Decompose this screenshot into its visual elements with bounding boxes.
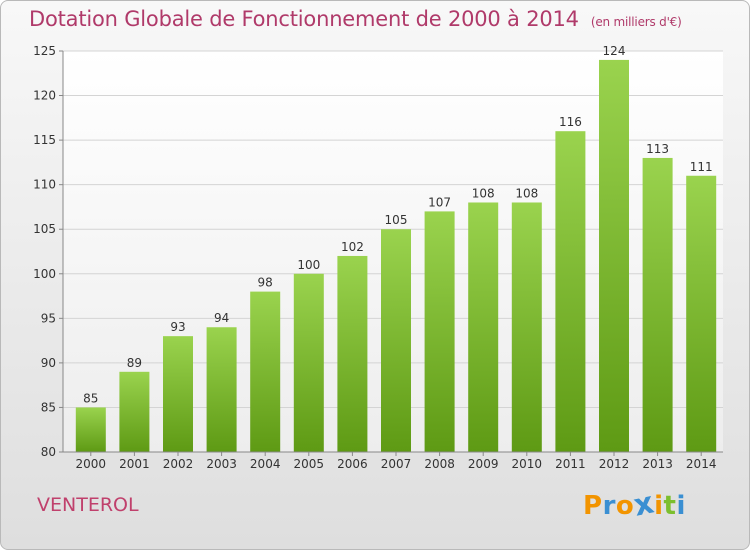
chart-subtitle: (en milliers d'€) [590,15,682,29]
x-tick-label-2002: 2002 [163,457,194,471]
x-tick-label-2010: 2010 [512,457,543,471]
data-label-2004: 98 [258,276,273,290]
x-tick-label-2004: 2004 [250,457,281,471]
bar-2003 [206,327,237,452]
data-label-2011: 116 [559,115,582,129]
bar-2008 [424,211,455,452]
bar-2001 [119,371,150,452]
x-tick-label-2005: 2005 [294,457,325,471]
data-label-2005: 100 [297,258,320,272]
data-label-2008: 107 [428,195,451,209]
logo-letter: t [663,491,677,521]
bar-2000 [75,407,106,452]
data-label-2014: 111 [690,160,713,174]
commune-name: VENTEROL [37,494,139,516]
bar-2006 [337,255,368,452]
bar-2002 [163,336,193,452]
bar-2013 [642,157,673,452]
bar-2004 [250,291,281,452]
data-label-2010: 108 [515,186,538,200]
bar-2009 [468,202,499,452]
bar-2005 [293,273,324,452]
y-tick-label: 120 [33,89,56,103]
x-tick-label-2007: 2007 [381,457,412,471]
data-label-2007: 105 [385,213,408,227]
chart-title-text: Dotation Globale de Fonctionnement de 20… [29,7,579,31]
y-tick-label: 105 [33,222,56,236]
data-label-2013: 113 [646,142,669,156]
y-tick-label: 115 [33,133,56,147]
data-label-2001: 89 [127,356,142,370]
y-tick-label: 90 [41,356,56,370]
logo-letter: r [602,491,616,521]
y-tick-label: 110 [33,178,56,192]
bar-2012 [599,59,629,453]
data-label-2009: 108 [472,186,495,200]
y-tick-label: 125 [33,44,56,58]
data-label-2012: 124 [603,44,626,58]
x-tick-label-2006: 2006 [337,457,368,471]
bar-2010 [511,202,542,452]
logo-letter: i [654,491,664,521]
bar-2011 [555,131,586,452]
x-tick-label-2008: 2008 [424,457,455,471]
x-tick-label-2003: 2003 [206,457,237,471]
y-tick-label: 100 [33,267,56,281]
proxiti-logo: Proxiti [583,485,686,523]
logo-letter: i [676,491,686,521]
data-label-2002: 93 [170,320,185,334]
y-tick-label: 85 [41,400,56,414]
data-label-2003: 94 [214,311,229,325]
data-label-2006: 102 [341,240,364,254]
x-tick-label-2000: 2000 [76,457,107,471]
y-tick-label: 80 [41,445,56,459]
bar-2014 [686,175,717,452]
x-tick-label-2012: 2012 [599,457,630,471]
y-tick-label: 95 [41,311,56,325]
x-tick-label-2001: 2001 [119,457,150,471]
logo-letter: o [615,491,635,521]
chart-title: Dotation Globale de Fonctionnement de 20… [29,7,682,31]
x-tick-label-2011: 2011 [555,457,586,471]
logo-letter: P [583,491,603,521]
bar-2007 [381,229,411,452]
data-label-2000: 85 [83,391,98,405]
x-tick-label-2013: 2013 [642,457,673,471]
x-tick-label-2009: 2009 [468,457,499,471]
x-tick-label-2014: 2014 [686,457,717,471]
